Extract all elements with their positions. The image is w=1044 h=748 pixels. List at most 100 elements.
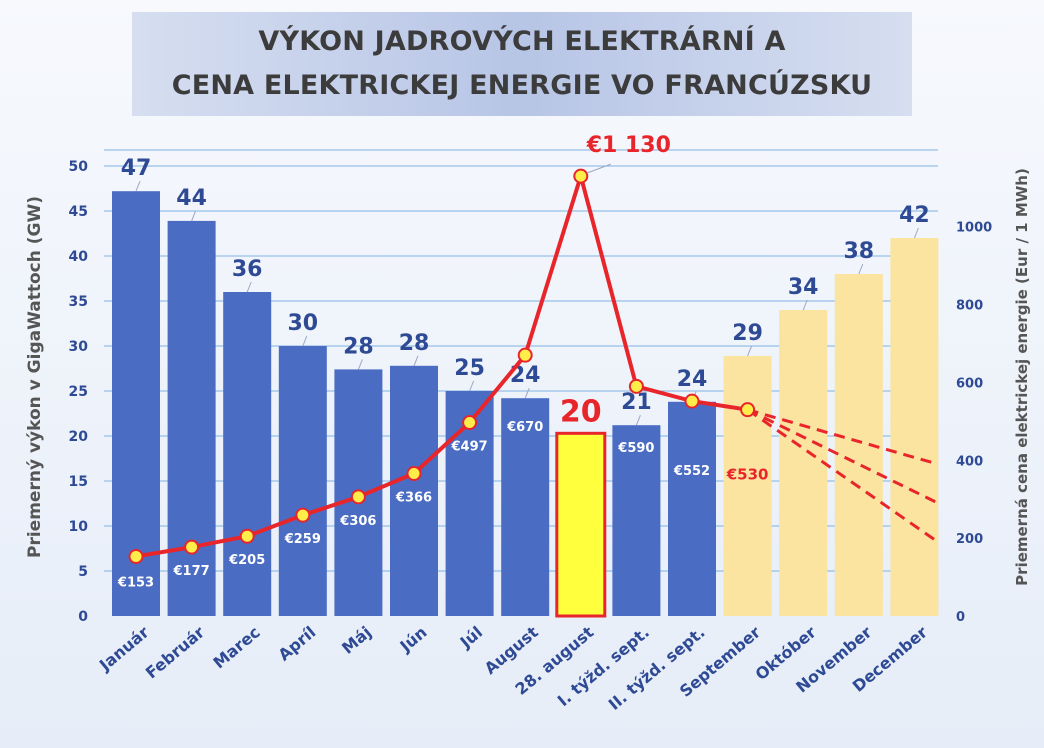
y-right-tick-label: 200 <box>956 532 983 547</box>
bar-label-leader <box>191 210 197 222</box>
y-left-tick-label: 5 <box>78 564 88 580</box>
price-forecast-dashed-line <box>747 408 939 466</box>
price-marker-1 <box>184 539 200 555</box>
y-left-tick-label: 40 <box>69 249 89 265</box>
bar-value-label: 36 <box>232 257 263 282</box>
price-peak-leader <box>586 163 611 174</box>
price-value-label: €530 <box>726 466 769 484</box>
bar-label-leader <box>302 335 308 347</box>
price-marker-0 <box>128 548 144 564</box>
price-value-label: €153 <box>117 575 154 590</box>
chart-title-line-1: VÝKON JADROVÝCH ELEKTRÁRNÍ A <box>258 26 786 57</box>
price-marker-2 <box>239 528 255 544</box>
price-value-label: €259 <box>284 532 321 547</box>
price-marker-9 <box>628 378 644 394</box>
bar-10 <box>668 401 716 616</box>
bar-value-label: 34 <box>788 275 819 300</box>
price-value-label: €670 <box>506 420 543 435</box>
price-line <box>135 174 748 559</box>
bar-value-label: 44 <box>176 186 207 211</box>
price-value-label: €552 <box>673 464 710 479</box>
bar-label-leader <box>135 181 141 192</box>
bar-value-label: 38 <box>843 239 874 264</box>
price-value-label: €306 <box>339 514 376 529</box>
y-right-tick-label: 0 <box>956 610 965 625</box>
price-marker-7 <box>517 347 533 363</box>
y-left-tick-label: 10 <box>69 519 89 535</box>
bar-label-leader <box>858 263 864 275</box>
bar-7 <box>501 398 550 616</box>
bar-label-leader <box>413 355 419 366</box>
bar-label-leader <box>469 380 475 392</box>
bar-value-label: 30 <box>287 311 318 336</box>
price-marker-4 <box>350 489 366 505</box>
price-marker-5 <box>406 466 422 482</box>
y-axis-right-title: Priemerná cena elektrickej energie (Eur … <box>1013 168 1031 586</box>
price-value-label: €497 <box>451 440 488 455</box>
price-line-series: €153 €177 €205 €259 €306 €366 €497 €670 €1 130 €5… <box>117 133 939 590</box>
bar-14 <box>890 238 939 616</box>
y-right-tick-label: 600 <box>956 376 983 391</box>
bar-label-leader <box>913 227 919 239</box>
bar-8 <box>555 431 607 618</box>
bar-value-label: 42 <box>899 203 930 228</box>
bar-value-label: 25 <box>454 356 485 381</box>
bar-0 <box>112 191 160 616</box>
bar-11 <box>723 355 772 616</box>
y-left-tick-label: 25 <box>69 384 88 400</box>
bar-label-leader <box>524 388 530 399</box>
bar-series <box>112 191 939 618</box>
price-marker-10 <box>684 393 700 409</box>
bar-label-leader <box>357 359 363 370</box>
price-value-label: €1 130 <box>586 133 671 158</box>
bar-label-leader <box>802 299 808 311</box>
bar-label-leader <box>246 281 252 293</box>
chart-title-box: VÝKON JADROVÝCH ELEKTRÁRNÍ A CENA ELEKTR… <box>132 12 912 116</box>
bar-label-leader <box>635 415 641 426</box>
bar-9 <box>612 425 661 616</box>
bar-value-label: 21 <box>621 390 652 415</box>
bar-12 <box>779 310 828 616</box>
y-left-tick-label: 15 <box>69 474 88 490</box>
y-left-tick-label: 45 <box>69 204 88 220</box>
bar-2 <box>223 292 272 616</box>
bar-3 <box>278 346 327 616</box>
price-marker-11 <box>740 402 756 418</box>
bar-value-label: 29 <box>732 321 763 346</box>
x-tick-label: II. týžd. sept. <box>605 623 709 714</box>
bar-value-label: 47 <box>121 156 152 181</box>
x-tick-label: Máj <box>338 623 375 658</box>
y-left-tick-label: 20 <box>69 429 89 445</box>
bar-value-label: 24 <box>677 367 708 392</box>
price-marker-3 <box>295 507 311 523</box>
bar-value-label: 28 <box>343 334 374 359</box>
chart-title-line-2: CENA ELEKTRICKEJ ENERGIE VO FRANCÚZSKU <box>171 70 873 101</box>
bar-value-label: 20 <box>560 394 602 429</box>
price-value-label: €205 <box>228 553 265 568</box>
price-value-label: €177 <box>173 564 210 579</box>
x-tick-label: Apríl <box>274 623 319 665</box>
price-marker-6 <box>462 415 478 431</box>
y-left-tick-label: 50 <box>69 159 89 175</box>
y-left-tick-label: 0 <box>78 609 88 625</box>
x-tick-label: Jún <box>396 623 431 657</box>
price-value-label: €590 <box>617 441 654 456</box>
y-right-tick-label: 400 <box>956 454 983 469</box>
y-left-tick-label: 35 <box>69 294 88 310</box>
y-right-tick-label: 800 <box>956 299 983 314</box>
price-value-label: €366 <box>395 491 432 506</box>
y-left-tick-label: 30 <box>69 339 89 355</box>
bar-5 <box>390 365 438 616</box>
bar-value-label: 28 <box>399 331 430 356</box>
x-tick-label: Júl <box>456 623 486 653</box>
price-marker-8 <box>573 168 589 184</box>
x-tick-label: Február <box>142 622 208 682</box>
x-tick-label: Marec <box>209 623 263 673</box>
bar-label-leader <box>747 345 753 357</box>
bar-1 <box>167 220 216 616</box>
price-forecast-dashed-line <box>746 408 939 544</box>
y-right-tick-label: 1000 <box>956 221 992 236</box>
y-axis-left-title: Priemerný výkon v GigaWattoch (GW) <box>25 196 45 558</box>
